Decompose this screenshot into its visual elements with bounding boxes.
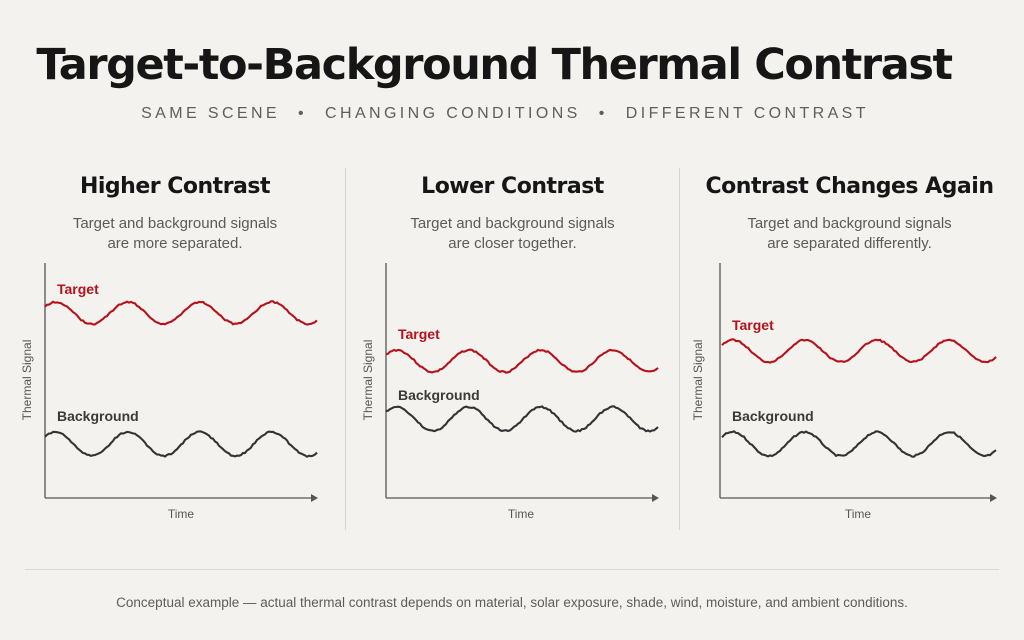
panel-description: Target and background signals are more s…	[5, 214, 345, 254]
panel-description-line: Target and background signals	[410, 215, 615, 232]
panel-contrast-changes-again: Contrast Changes Again Target and backgr…	[680, 170, 1019, 535]
panel-description-line: are more separated.	[107, 235, 243, 252]
panel-description-line: are closer together.	[448, 235, 577, 252]
panel-heading: Higher Contrast	[79, 174, 271, 199]
signal-plot: Thermal Signal Time Target Background	[361, 263, 659, 521]
panel-heading: Lower Contrast	[421, 174, 604, 199]
subtitle-separator: •	[598, 105, 608, 122]
x-axis-arrow-icon	[652, 494, 659, 502]
panel-lower-contrast: Lower Contrast Target and background sig…	[346, 170, 679, 535]
target-signal-line	[44, 300, 318, 326]
x-axis-label: Time	[168, 507, 195, 521]
x-axis-label: Time	[845, 507, 872, 521]
y-axis-label: Thermal Signal	[20, 340, 34, 421]
background-label: Background	[57, 408, 139, 424]
target-signal-line	[721, 338, 997, 364]
panel-description-line: are separated differently.	[767, 235, 932, 252]
panel-divider	[679, 168, 680, 530]
panel-divider	[345, 168, 346, 530]
panel-description: Target and background signals are closer…	[346, 214, 679, 254]
subtitle-separator: •	[298, 105, 308, 122]
background-signal-line	[385, 405, 659, 433]
panel-description-line: Target and background signals	[747, 215, 952, 232]
x-axis-arrow-icon	[311, 494, 318, 502]
subtitle-part: SAME SCENE	[141, 105, 281, 122]
panel-description-line: Target and background signals	[72, 215, 278, 232]
target-label: Target	[732, 317, 774, 333]
target-label: Target	[57, 281, 99, 297]
panel-higher-contrast: Higher Contrast Target and background si…	[5, 170, 345, 535]
page-subtitle: SAME SCENE • CHANGING CONDITIONS • DIFFERENT…	[0, 105, 1010, 123]
background-signal-line	[721, 430, 997, 458]
signal-plot: Thermal Signal Time Target Background	[691, 263, 997, 521]
subtitle-part: DIFFERENT CONTRAST	[625, 105, 869, 122]
target-label: Target	[398, 326, 440, 342]
signal-plot: Thermal Signal Time Target Background	[20, 263, 318, 521]
background-label: Background	[398, 387, 480, 403]
background-signal-line	[44, 430, 318, 458]
panel-heading: Contrast Changes Again	[705, 174, 994, 199]
y-axis-label: Thermal Signal	[691, 340, 705, 421]
page-title: Target-to-Background Thermal Contrast	[36, 40, 953, 90]
background-label: Background	[732, 408, 814, 424]
target-signal-line	[385, 348, 659, 374]
panel-description: Target and background signals are separa…	[680, 214, 1019, 254]
x-axis-arrow-icon	[990, 494, 997, 502]
footnote: Conceptual example — actual thermal cont…	[116, 595, 908, 610]
subtitle-part: CHANGING CONDITIONS	[325, 105, 581, 122]
x-axis-label: Time	[508, 507, 535, 521]
footer-divider	[25, 569, 999, 570]
y-axis-label: Thermal Signal	[361, 340, 375, 421]
